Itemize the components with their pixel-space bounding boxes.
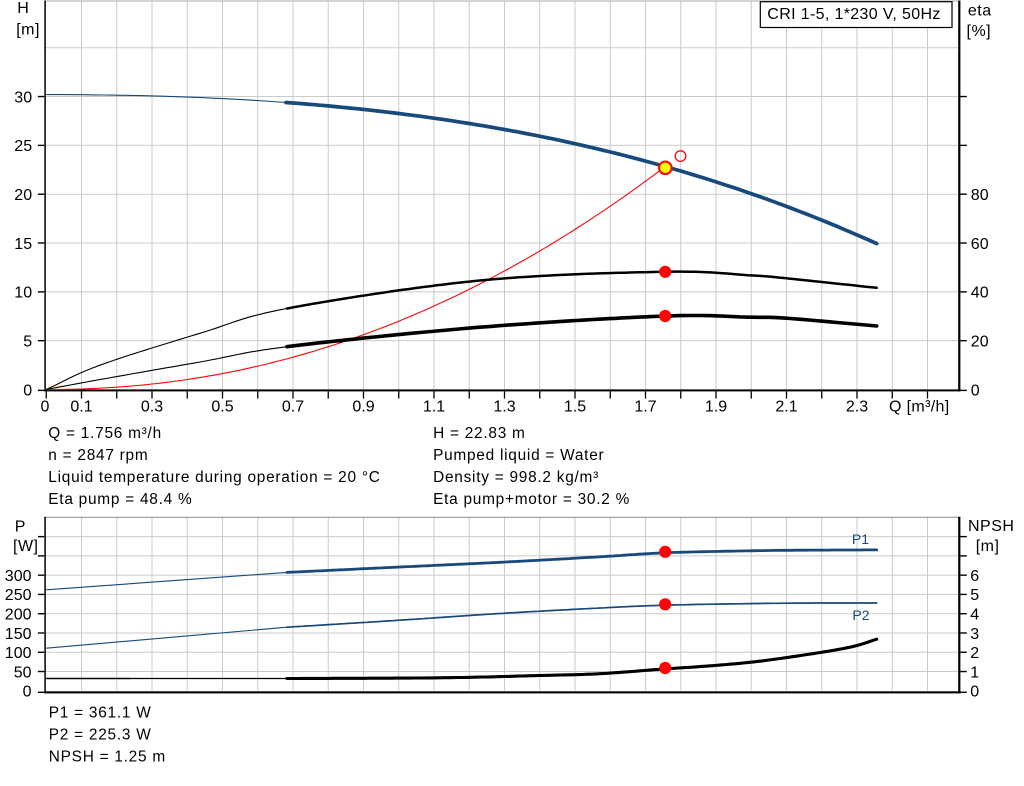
svg-text:2.1: 2.1 (775, 398, 797, 415)
svg-text:Pumped liquid = Water: Pumped liquid = Water (433, 447, 604, 464)
svg-text:H: H (17, 0, 29, 17)
svg-text:1.1: 1.1 (423, 398, 445, 415)
svg-text:P1 = 361.1 W: P1 = 361.1 W (49, 705, 152, 722)
svg-text:P1: P1 (852, 531, 869, 547)
svg-text:300: 300 (5, 568, 32, 585)
svg-text:20: 20 (14, 187, 32, 204)
svg-text:80: 80 (971, 187, 989, 204)
svg-text:n = 2847 rpm: n = 2847 rpm (48, 447, 148, 464)
svg-text:P2 = 225.3 W: P2 = 225.3 W (49, 727, 152, 744)
svg-text:50: 50 (14, 664, 32, 681)
svg-text:15: 15 (14, 236, 32, 253)
svg-text:20: 20 (971, 334, 989, 351)
svg-text:Eta pump = 48.4 %: Eta pump = 48.4 % (48, 491, 192, 508)
svg-text:2.3: 2.3 (846, 398, 868, 415)
svg-text:1.5: 1.5 (564, 398, 586, 415)
svg-text:25: 25 (14, 138, 32, 155)
svg-text:5: 5 (23, 334, 32, 351)
svg-text:5: 5 (970, 587, 979, 604)
svg-text:0.9: 0.9 (352, 398, 374, 415)
svg-text:30: 30 (14, 89, 32, 106)
svg-text:1.7: 1.7 (634, 398, 656, 415)
svg-text:2: 2 (970, 645, 979, 662)
svg-text:Density = 998.2 kg/m³: Density = 998.2 kg/m³ (433, 469, 599, 486)
svg-text:1: 1 (970, 664, 979, 681)
svg-text:Q = 1.756 m³/h: Q = 1.756 m³/h (48, 425, 162, 442)
svg-text:[m]: [m] (16, 22, 40, 39)
svg-text:Liquid temperature during oper: Liquid temperature during operation = 20… (48, 469, 380, 486)
svg-text:eta: eta (968, 2, 992, 19)
svg-text:[%]: [%] (967, 23, 992, 40)
svg-text:NPSH: NPSH (968, 518, 1014, 535)
svg-text:4: 4 (970, 607, 979, 624)
svg-text:1.3: 1.3 (493, 398, 515, 415)
svg-text:60: 60 (971, 236, 989, 253)
svg-text:1.9: 1.9 (705, 398, 727, 415)
svg-text:150: 150 (5, 626, 32, 643)
svg-text:200: 200 (5, 607, 32, 624)
svg-text:0: 0 (970, 684, 979, 701)
svg-text:NPSH = 1.25 m: NPSH = 1.25 m (49, 749, 166, 766)
svg-text:0: 0 (41, 398, 50, 415)
svg-text:0.7: 0.7 (282, 398, 304, 415)
svg-text:0: 0 (971, 382, 980, 399)
svg-text:10: 10 (14, 285, 32, 302)
svg-text:CRI 1-5, 1*230 V, 50Hz: CRI 1-5, 1*230 V, 50Hz (767, 6, 940, 23)
svg-text:100: 100 (5, 645, 32, 662)
svg-text:0: 0 (23, 382, 32, 399)
svg-text:250: 250 (5, 587, 32, 604)
svg-text:[W]: [W] (13, 538, 39, 555)
svg-text:Eta pump+motor = 30.2 %: Eta pump+motor = 30.2 % (433, 491, 630, 508)
svg-text:P: P (15, 519, 26, 536)
svg-text:6: 6 (970, 568, 979, 585)
svg-text:Q [m³/h]: Q [m³/h] (889, 398, 950, 415)
svg-text:P2: P2 (852, 607, 869, 623)
svg-text:3: 3 (970, 626, 979, 643)
svg-text:[m]: [m] (976, 538, 1000, 555)
svg-text:H = 22.83 m: H = 22.83 m (433, 425, 526, 442)
svg-text:0.3: 0.3 (141, 398, 163, 415)
svg-text:0.5: 0.5 (211, 398, 233, 415)
svg-text:40: 40 (971, 285, 989, 302)
svg-text:0.1: 0.1 (70, 398, 92, 415)
svg-text:0: 0 (23, 684, 32, 701)
